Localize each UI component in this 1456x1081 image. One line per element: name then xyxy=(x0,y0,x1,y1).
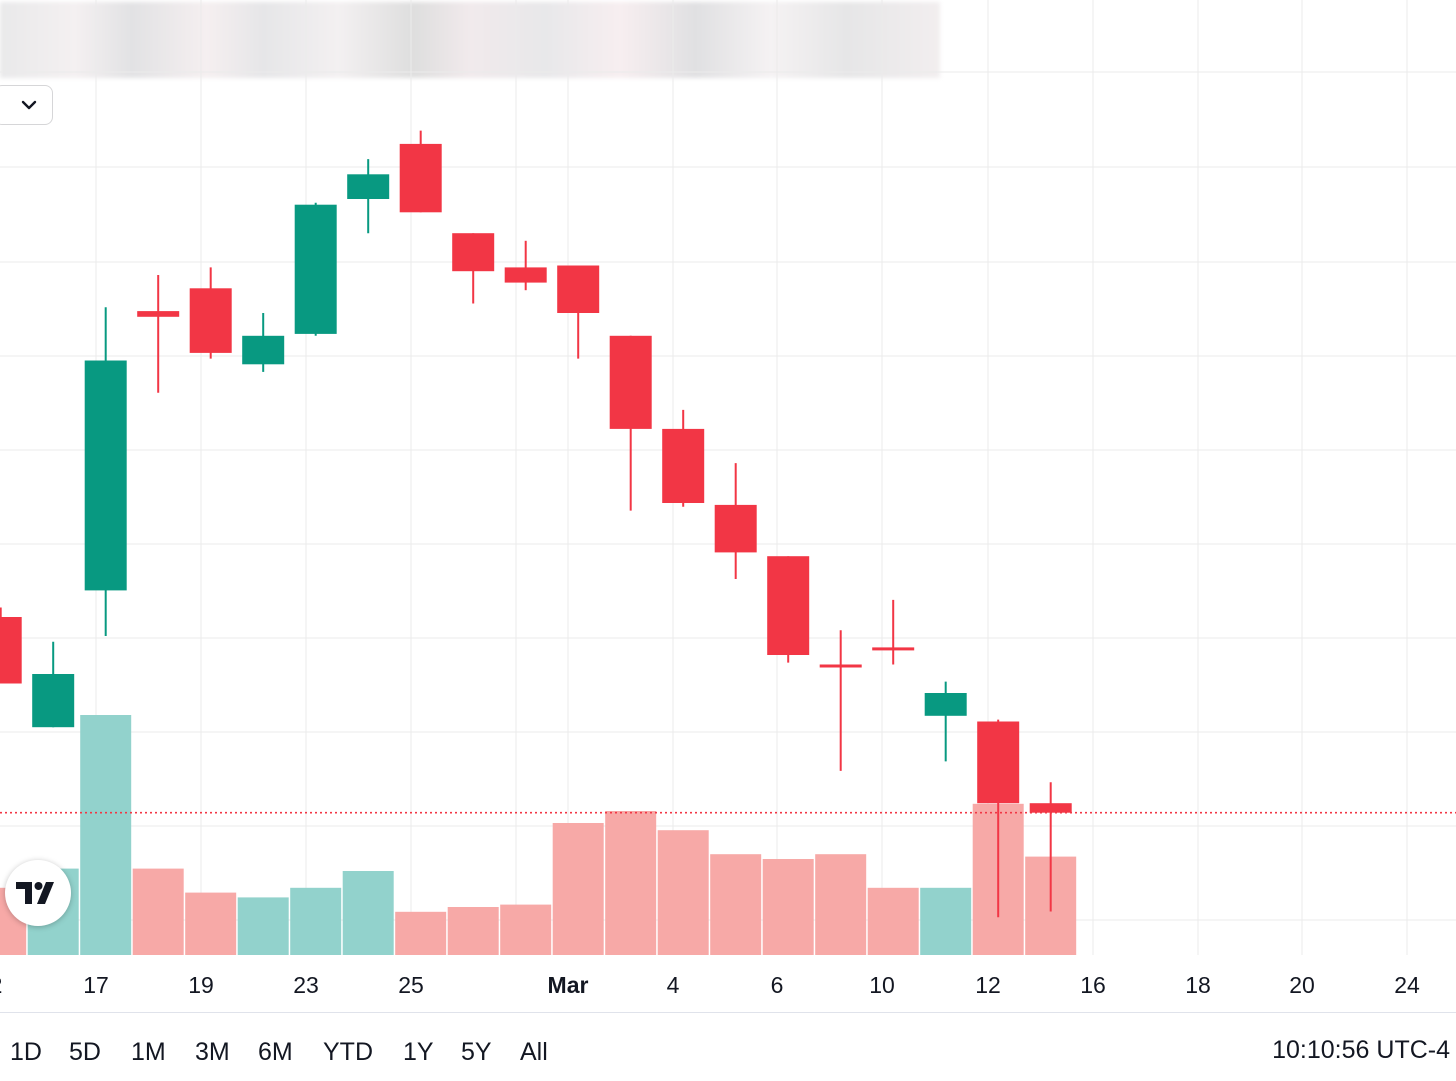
candle-body xyxy=(137,311,180,317)
candle xyxy=(504,240,547,291)
candle-body xyxy=(189,288,232,353)
candle-body xyxy=(504,267,547,283)
x-tick-label: 16 xyxy=(1080,972,1106,998)
candle xyxy=(294,202,337,336)
x-tick-label: 4 xyxy=(666,972,680,998)
range-button-5y[interactable]: 5Y xyxy=(461,1038,492,1066)
x-tick-label: 19 xyxy=(188,972,214,998)
divider xyxy=(0,1012,1456,1013)
clock-display: 10:10:56 UTC-4 xyxy=(1272,1036,1450,1064)
candle-body xyxy=(767,556,810,655)
candle-series xyxy=(0,130,1072,918)
range-button-1y[interactable]: 1Y xyxy=(403,1038,434,1066)
volume-bar xyxy=(762,859,814,955)
volume-bar xyxy=(605,811,657,955)
volume-bar xyxy=(657,830,709,955)
candle xyxy=(242,313,285,372)
range-button-1m[interactable]: 1M xyxy=(131,1038,166,1066)
volume-bar xyxy=(395,911,447,955)
range-button-1d[interactable]: 1D xyxy=(10,1038,42,1066)
volume-bar xyxy=(290,887,342,955)
range-button-3m[interactable]: 3M xyxy=(195,1038,230,1066)
x-tick-label: 12 xyxy=(975,972,1001,998)
candle xyxy=(557,265,600,359)
candle-body xyxy=(924,693,967,716)
candle-body xyxy=(32,674,75,728)
candle xyxy=(924,681,967,762)
candle xyxy=(662,409,705,507)
candle xyxy=(1029,782,1072,912)
candle xyxy=(819,630,862,771)
candle-body xyxy=(662,428,705,503)
x-tick-label: 23 xyxy=(293,972,319,998)
x-tick-label: 2 xyxy=(0,972,2,999)
candle-body xyxy=(557,265,600,313)
candle-body xyxy=(819,664,862,668)
candle-body xyxy=(294,204,337,334)
range-button-ytd[interactable]: YTD xyxy=(323,1038,373,1066)
candle-body xyxy=(347,174,390,199)
blurred-header xyxy=(0,2,940,78)
candle xyxy=(0,607,22,684)
volume-bar xyxy=(500,904,552,955)
volume-bar xyxy=(710,854,762,955)
candle-body xyxy=(0,617,22,684)
candle xyxy=(32,641,75,728)
collapse-button[interactable] xyxy=(0,85,53,125)
candle-body xyxy=(1029,803,1072,813)
chevron-down-icon xyxy=(21,100,36,110)
candle-body xyxy=(977,721,1020,804)
candle-body xyxy=(609,335,652,429)
candle xyxy=(137,275,180,393)
x-tick-label: 18 xyxy=(1185,972,1211,998)
x-tick-label: 24 xyxy=(1394,972,1420,998)
range-button-5d[interactable]: 5D xyxy=(69,1038,101,1066)
candle-body xyxy=(242,335,285,365)
tradingview-logo-icon xyxy=(16,882,54,904)
candle-body xyxy=(872,647,915,651)
candle xyxy=(84,307,127,636)
candle-body xyxy=(84,360,127,591)
x-tick-label: 10 xyxy=(869,972,895,998)
volume-bar xyxy=(447,907,499,955)
volume-bar xyxy=(237,897,289,955)
volume-bar xyxy=(920,887,972,955)
volume-bar xyxy=(80,715,132,955)
range-button-all[interactable]: All xyxy=(520,1038,548,1066)
candlestick-chart[interactable] xyxy=(0,0,1456,1012)
volume-bar xyxy=(342,871,394,955)
volume-bar xyxy=(867,887,919,955)
candle xyxy=(714,463,757,579)
x-tick-label: 6 xyxy=(770,972,784,998)
volume-series xyxy=(0,715,1077,955)
x-tick-label: 20 xyxy=(1289,972,1315,998)
x-tick-label: 25 xyxy=(398,972,424,998)
candle xyxy=(977,719,1020,918)
candle xyxy=(609,335,652,511)
chart-grid xyxy=(0,0,1456,955)
tradingview-logo[interactable] xyxy=(5,860,71,926)
candle xyxy=(189,267,232,359)
candle xyxy=(347,159,390,234)
x-tick-label: Mar xyxy=(547,972,589,998)
candle xyxy=(452,233,495,304)
candle xyxy=(872,599,915,665)
candle-body xyxy=(714,504,757,553)
range-button-6m[interactable]: 6M xyxy=(258,1038,293,1066)
candle-body xyxy=(452,233,495,272)
volume-bar xyxy=(132,868,184,955)
candle xyxy=(767,556,810,663)
x-tick-label: 17 xyxy=(83,972,109,998)
volume-bar xyxy=(552,823,604,955)
volume-bar xyxy=(815,854,867,955)
candle-body xyxy=(399,143,442,213)
candle xyxy=(399,130,442,213)
volume-bar xyxy=(185,892,237,955)
